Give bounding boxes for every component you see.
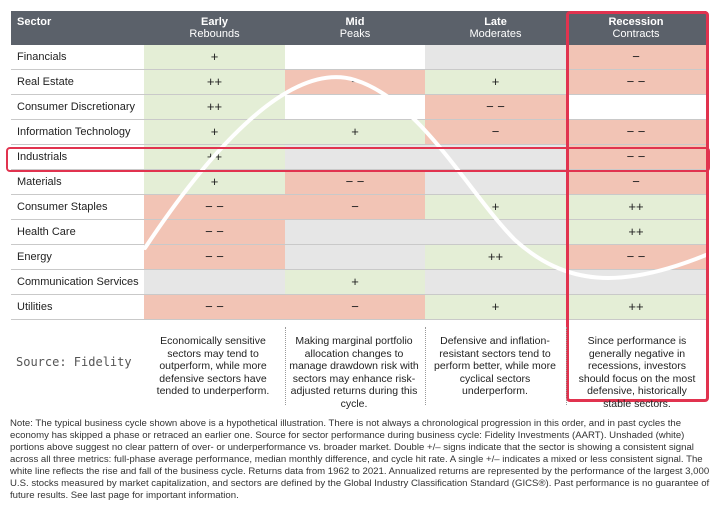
- phase-name: Mid: [345, 16, 365, 28]
- sector-label: Materials: [17, 176, 62, 188]
- sector-label: Consumer Staples: [17, 201, 108, 213]
- late-description: Defensive and inflation-resistant sector…: [434, 335, 556, 397]
- phase-subtitle: Rebounds: [189, 28, 240, 40]
- phase-name: Early: [201, 16, 228, 28]
- sector-label: Financials: [17, 51, 67, 63]
- sector-label: Information Technology: [17, 126, 131, 138]
- table-row: Energy − − ++ − −: [11, 245, 706, 270]
- signal-cell: −: [285, 295, 425, 319]
- signal-cell: +: [285, 270, 425, 294]
- sector-label: Utilities: [17, 301, 53, 313]
- signal-cell: +: [285, 120, 425, 144]
- early-description: Economically sensitive sectors may tend …: [156, 335, 270, 397]
- signal-cell: ++: [144, 95, 285, 119]
- cycle-line: [143, 75, 708, 280]
- signal-cell: [425, 170, 566, 194]
- sector-label: Consumer Discretionary: [17, 101, 135, 113]
- signal-cell: [144, 270, 285, 294]
- signal-cell: ++: [425, 245, 566, 269]
- header-sector-label: Sector: [17, 16, 52, 28]
- signal-cell: − −: [566, 120, 706, 144]
- signal-cell: +: [144, 45, 285, 69]
- column-divider: [566, 327, 567, 405]
- signal-cell: [285, 245, 425, 269]
- recession-highlight-box: [566, 11, 709, 402]
- header-phase-late: Late Moderates: [425, 11, 566, 45]
- signal-cell: − −: [566, 70, 706, 94]
- signal-cell: −: [425, 120, 566, 144]
- table-row: Financials + −: [11, 45, 706, 70]
- table-row: Communication Services +: [11, 270, 706, 295]
- signal-cell: −: [566, 45, 706, 69]
- industrials-highlight-box: [6, 147, 710, 172]
- signal-cell: ++: [566, 195, 706, 219]
- table-header: Sector Early Rebounds Mid Peaks Late Mod…: [11, 11, 706, 45]
- phase-subtitle: Peaks: [339, 28, 371, 40]
- recession-description: Since performance is generally negative …: [578, 335, 696, 410]
- signal-cell: ++: [566, 295, 706, 319]
- signal-cell: − −: [285, 170, 425, 194]
- signal-cell: [425, 270, 566, 294]
- signal-cell: − −: [144, 295, 285, 319]
- table-row: Information Technology + + − − −: [11, 120, 706, 145]
- signal-cell: [285, 145, 425, 169]
- signal-cell: [425, 220, 566, 244]
- column-divider: [285, 327, 286, 405]
- signal-cell: ++: [566, 220, 706, 244]
- table-row: Materials + − − −: [11, 170, 706, 195]
- header-phase-recession: Recession Contracts: [566, 11, 706, 45]
- phase-subtitle: Moderates: [469, 28, 522, 40]
- sector-label: Health Care: [17, 226, 76, 238]
- signal-cell: − −: [566, 145, 706, 169]
- table-row: Utilities − − − + ++: [11, 295, 706, 320]
- column-divider: [425, 327, 426, 405]
- phase-subtitle: Contracts: [612, 28, 660, 40]
- signal-cell: − −: [425, 95, 566, 119]
- footnote: Note: The typical business cycle shown a…: [10, 418, 710, 501]
- signal-cell: −: [566, 170, 706, 194]
- mid-description: Making marginal portfolio allocation cha…: [289, 335, 419, 410]
- signal-cell: +: [425, 70, 566, 94]
- signal-cell: − −: [144, 220, 285, 244]
- signal-cell: −: [285, 195, 425, 219]
- table-row: Health Care − − ++: [11, 220, 706, 245]
- signal-cell: +: [144, 170, 285, 194]
- sector-label: Energy: [17, 251, 52, 263]
- sector-label: Industrials: [17, 151, 68, 163]
- table-row: Consumer Discretionary ++ − −: [11, 95, 706, 120]
- sector-label: Real Estate: [17, 76, 74, 88]
- signal-cell: +: [144, 120, 285, 144]
- signal-cell: +: [425, 295, 566, 319]
- phase-name: Late: [484, 16, 507, 28]
- phase-name: Recession: [608, 16, 664, 28]
- header-phase-early: Early Rebounds: [144, 11, 285, 45]
- signal-cell: − −: [144, 245, 285, 269]
- signal-cell: [425, 45, 566, 69]
- signal-cell: ++: [144, 70, 285, 94]
- signal-cell: [285, 220, 425, 244]
- header-phase-mid: Mid Peaks: [285, 11, 425, 45]
- source-label: Source: Fidelity: [16, 355, 132, 369]
- sector-label: Communication Services: [17, 276, 139, 288]
